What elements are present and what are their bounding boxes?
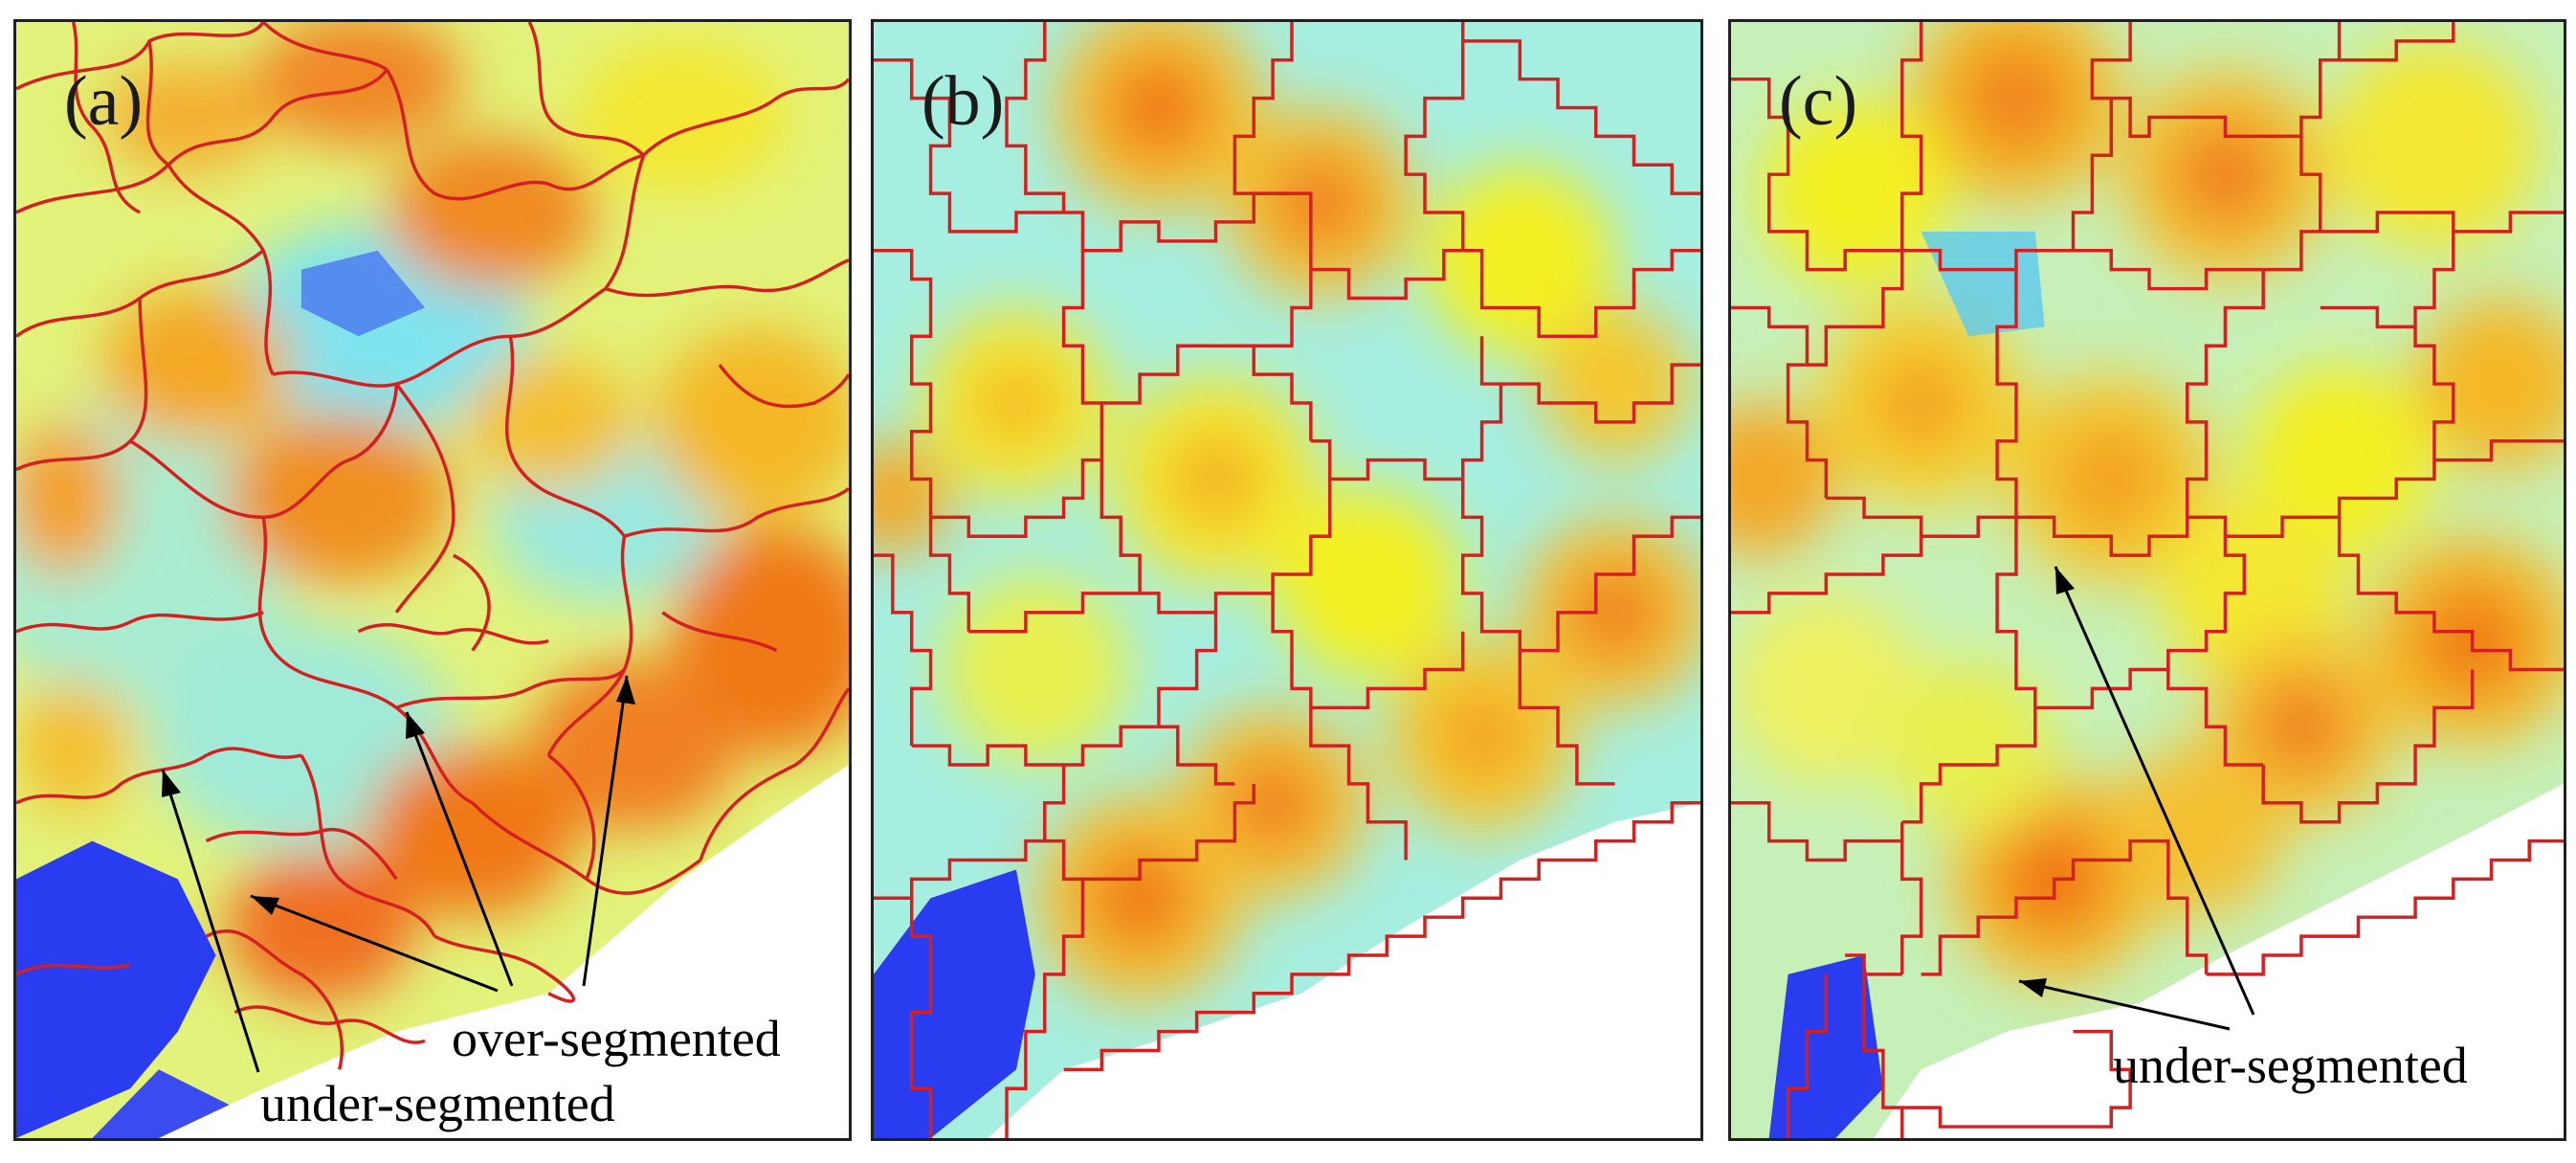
label-under-segmented-c: under-segmented (2113, 1037, 2468, 1094)
panel-b: (b) (871, 19, 1703, 1141)
label-under-segmented-a: under-segmented (260, 1075, 615, 1132)
panel-a-label: (a) (64, 62, 144, 141)
panel-b-label: (b) (922, 62, 1005, 141)
panel-a-image (16, 22, 849, 1138)
panel-c-image (1731, 22, 2564, 1138)
panel-c-label: (c) (1779, 62, 1858, 141)
panel-c: (c) (1728, 19, 2566, 1141)
panel-a: (a) (13, 19, 852, 1141)
label-over-segmented: over-segmented (452, 1010, 781, 1067)
panel-b-image (874, 22, 1700, 1138)
